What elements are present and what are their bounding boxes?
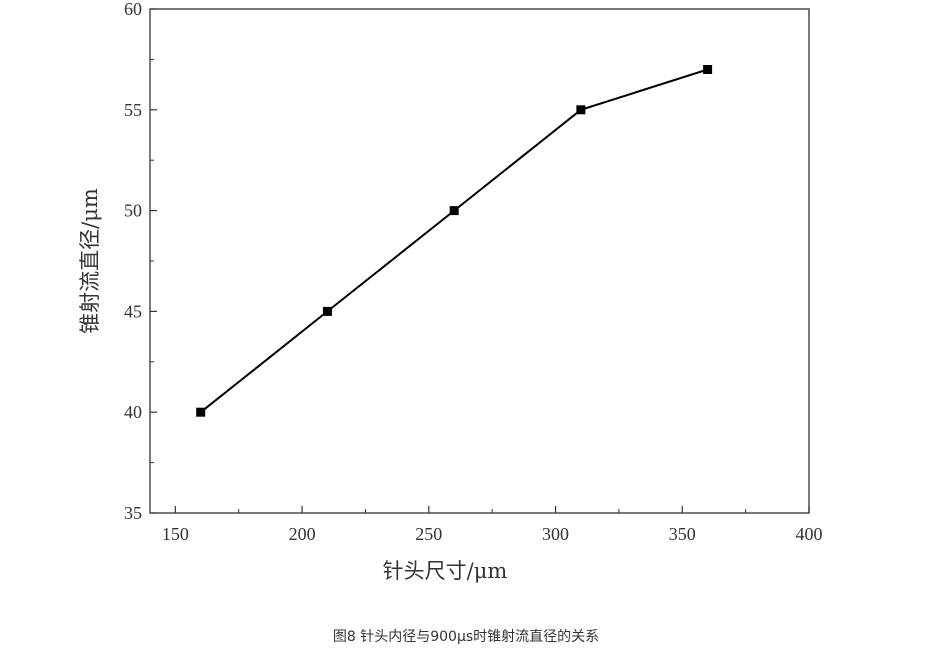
data-point-marker (576, 105, 586, 115)
data-point-marker (449, 206, 459, 216)
y-tick-label: 50 (124, 201, 142, 221)
plot-frame (149, 8, 810, 514)
x-tick-label: 250 (415, 524, 442, 544)
x-tick-label: 300 (542, 524, 569, 544)
data-point-marker (196, 407, 206, 417)
data-point-marker (322, 306, 332, 316)
y-tick-label: 55 (124, 100, 142, 120)
y-tick-label: 60 (124, 0, 142, 19)
y-tick-label: 35 (124, 503, 142, 523)
x-axis-title: 针头尺寸/μm (383, 559, 508, 583)
x-tick-label: 400 (796, 524, 823, 544)
y-tick-label: 45 (124, 301, 142, 321)
x-tick-label: 200 (289, 524, 316, 544)
data-series (196, 64, 713, 417)
x-axis: 150 200 250 300 350 400 (162, 506, 823, 544)
y-tick-label: 40 (124, 402, 142, 422)
series-line (200, 68, 708, 413)
data-point-marker (703, 64, 713, 74)
y-axis-title: 锥射流直径/μm (78, 188, 102, 334)
figure-caption: 图8 针头内径与900μs时锥射流直径的关系 (332, 629, 600, 645)
x-tick-label: 350 (669, 524, 696, 544)
y-axis: 35 40 45 50 55 60 (124, 0, 157, 523)
x-tick-label: 150 (162, 524, 189, 544)
